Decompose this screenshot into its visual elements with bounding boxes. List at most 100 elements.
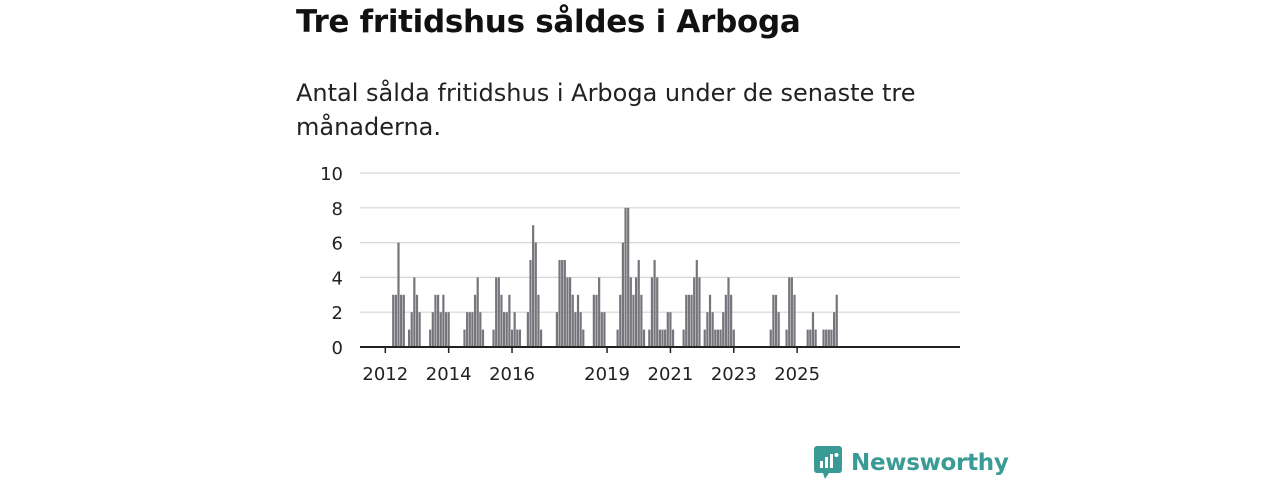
bar [827,329,830,347]
x-tick-label: 2021 [648,364,694,385]
bar [503,312,506,347]
newsworthy-logo[interactable]: Newsworthy [814,446,1009,480]
bar [463,329,466,347]
bar [637,260,640,347]
y-tick-label: 4 [332,268,343,289]
bars [392,207,838,347]
bar [505,312,508,347]
bar [682,329,685,347]
bar [476,277,479,347]
bar [526,312,529,347]
bar [392,294,395,347]
bar [774,294,778,347]
bar [508,294,511,347]
bar [442,294,445,347]
bar [529,260,532,347]
bar [539,329,543,347]
bar [492,329,495,347]
bar [661,329,664,347]
bar [629,277,632,347]
bar [466,312,469,347]
bar [479,312,482,347]
bar [481,329,485,347]
data-label: 3 [892,0,903,5]
bar [415,294,419,347]
bar [664,329,667,347]
bar [407,329,411,347]
bar [516,329,519,347]
bar [571,294,574,347]
bar [616,329,619,347]
bar [714,329,717,347]
gridlines [360,172,960,313]
bar [603,312,606,347]
bar [402,294,405,347]
bar [811,312,815,347]
bar [708,294,712,347]
bar [566,277,569,347]
bar [727,277,730,347]
bar [833,312,836,347]
bar [537,294,540,347]
bar [695,260,698,347]
bar [650,277,654,347]
bar [473,294,477,347]
x-tick-label: 2016 [489,364,535,385]
bar [722,312,725,347]
bar [495,277,498,347]
bar [656,277,659,347]
bar [563,260,566,347]
bar [711,312,714,347]
bar [814,329,817,347]
bar [793,294,796,347]
bar [693,277,696,347]
bar [569,277,572,347]
bar [669,312,672,347]
bar [497,277,500,347]
bar [830,329,833,347]
x-tick-label: 2014 [426,364,472,385]
bar [806,329,809,347]
y-tick-label: 0 [332,338,343,359]
bar [595,294,598,347]
bar [439,312,442,347]
bar [431,312,434,347]
bar [500,294,503,347]
bar [822,329,825,347]
bar [687,294,690,347]
bar [671,329,675,347]
bar [418,312,421,347]
bar [730,294,733,347]
bar [555,312,558,347]
bar [468,312,471,347]
bar [703,329,706,347]
bar [666,312,669,347]
newsworthy-logo-icon [814,446,842,479]
brand-name: Newsworthy [851,450,1009,476]
bar [788,277,791,347]
annotations: 3 [892,0,903,5]
bar [619,294,622,347]
chart-subtitle: Antal sålda fritidshus i Arboga under de… [296,79,916,141]
bar [600,312,603,347]
bar [809,329,812,347]
bar [582,329,585,347]
bar [640,294,643,347]
x-tick-label: 2019 [584,364,630,385]
bar [397,242,400,347]
x-axis: 2012 2014 2016 2019 2021 2023 2025 [360,346,960,385]
bar [624,207,627,347]
x-tick-label: 2023 [711,364,757,385]
bar [447,312,450,347]
y-tick-label: 8 [332,199,343,220]
y-tick-label: 2 [332,303,343,324]
bar [777,312,780,347]
bar [532,225,535,347]
bar-chart: 0 2 4 6 8 10 2012 2014 2016 2019 2021 2023 2025 3 [320,0,960,385]
bar [558,260,561,347]
bar [835,294,838,347]
bar [790,277,793,347]
y-axis-labels: 0 2 4 6 8 10 [320,164,343,359]
bar [706,312,709,347]
bar [437,294,440,347]
